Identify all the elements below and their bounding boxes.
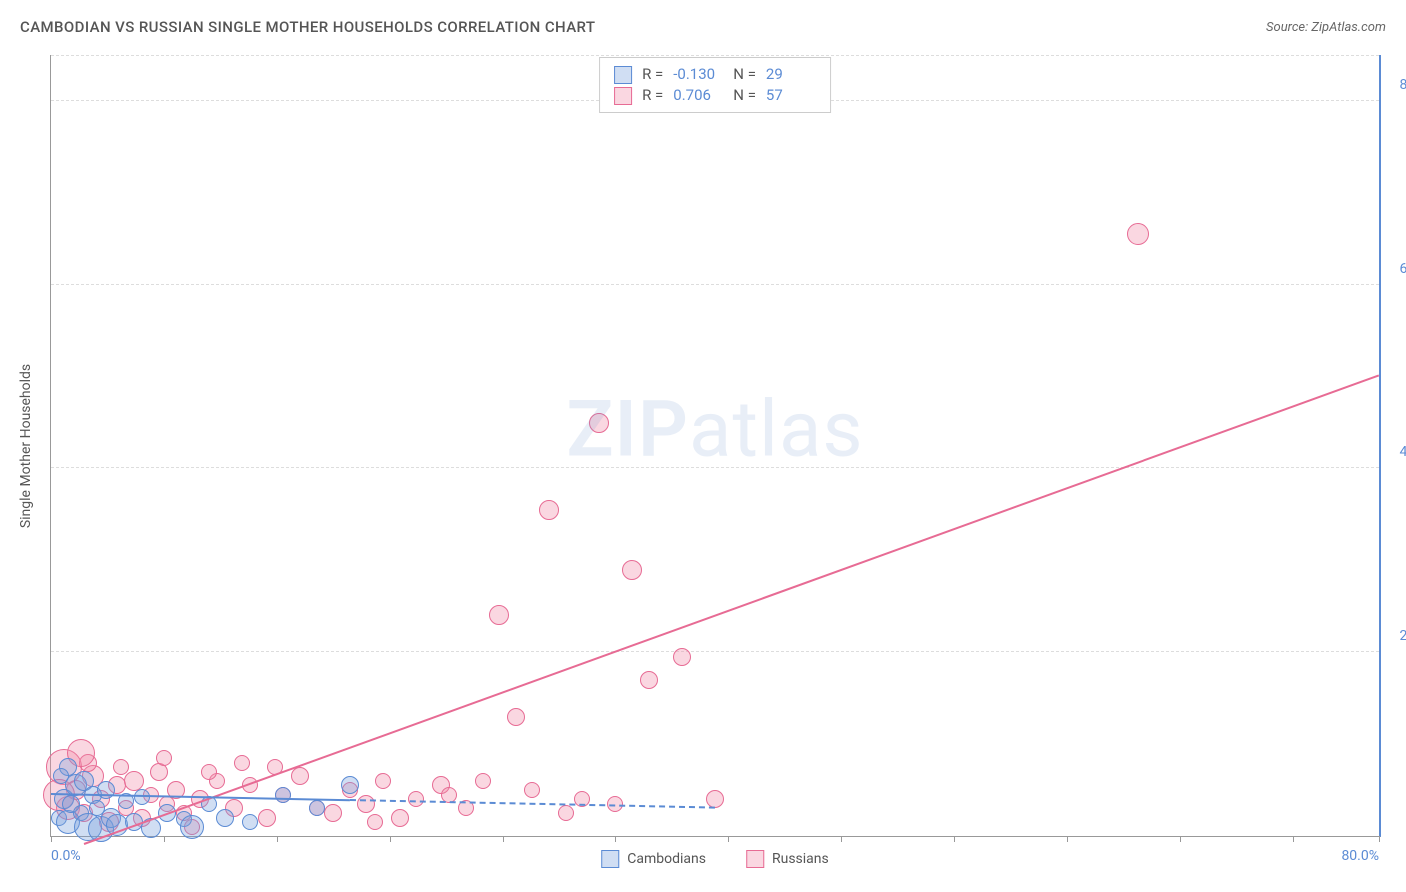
r-value-cambodians: -0.130 — [673, 64, 723, 85]
x-axis-legend: Cambodians Russians — [601, 850, 829, 868]
scatter-point-russians — [375, 773, 391, 789]
x-tick — [954, 836, 955, 842]
watermark: ZIPatlas — [566, 384, 863, 475]
scatter-point-russians — [113, 759, 129, 775]
scatter-point-russians — [324, 804, 342, 822]
x-tick — [277, 836, 278, 842]
scatter-point-cambodians — [341, 776, 359, 794]
scatter-point-russians — [124, 771, 144, 791]
x-tick-label: 80.0% — [1341, 848, 1379, 864]
x-tick — [1293, 836, 1294, 842]
scatter-point-cambodians — [275, 787, 291, 803]
xlegend-cambodians: Cambodians — [601, 850, 706, 868]
scatter-point-russians — [507, 708, 525, 726]
x-tick — [841, 836, 842, 842]
y-axis-label: Single Mother Households — [18, 364, 34, 528]
scatter-point-russians — [524, 782, 540, 798]
xlegend-swatch-cambodians — [601, 850, 619, 868]
n-value-cambodians: 29 — [766, 64, 816, 85]
scatter-point-cambodians — [134, 789, 150, 805]
y-tick-label: 80.0% — [1399, 77, 1406, 93]
scatter-point-russians — [475, 773, 491, 789]
scatter-point-russians — [622, 560, 642, 580]
x-tick — [1067, 836, 1068, 842]
x-tick — [615, 836, 616, 842]
x-tick — [728, 836, 729, 842]
legend-row-russians: R = 0.706 N = 57 — [614, 85, 816, 106]
y-tick-label: 20.0% — [1399, 628, 1406, 644]
chart-header: CAMBODIAN VS RUSSIAN SINGLE MOTHER HOUSE… — [20, 18, 1386, 36]
xlegend-swatch-russians — [746, 850, 764, 868]
scatter-point-russians — [1127, 223, 1149, 245]
n-value-russians: 57 — [766, 85, 816, 106]
x-tick — [390, 836, 391, 842]
legend-swatch-cambodians — [614, 66, 632, 84]
correlation-legend: R = -0.130 N = 29 R = 0.706 N = 57 — [599, 57, 831, 113]
scatter-point-cambodians — [309, 800, 325, 816]
x-tick — [1180, 836, 1181, 842]
scatter-point-russians — [234, 755, 250, 771]
gridline — [51, 467, 1379, 468]
r-value-russians: 0.706 — [673, 85, 723, 106]
scatter-point-russians — [291, 767, 309, 785]
chart-title: CAMBODIAN VS RUSSIAN SINGLE MOTHER HOUSE… — [20, 18, 595, 36]
gridline — [51, 284, 1379, 285]
scatter-point-russians — [258, 809, 276, 827]
legend-row-cambodians: R = -0.130 N = 29 — [614, 64, 816, 85]
scatter-point-russians — [589, 413, 609, 433]
scatter-point-cambodians — [180, 815, 204, 839]
scatter-point-cambodians — [216, 809, 234, 827]
gridline — [51, 651, 1379, 652]
legend-swatch-russians — [614, 87, 632, 105]
scatter-point-cambodians — [53, 768, 69, 784]
scatter-point-russians — [558, 805, 574, 821]
scatter-point-russians — [391, 809, 409, 827]
x-tick — [164, 836, 165, 842]
scatter-point-russians — [489, 605, 509, 625]
scatter-point-russians — [673, 648, 691, 666]
trend-line — [350, 799, 715, 809]
scatter-point-russians — [367, 814, 383, 830]
scatter-point-russians — [408, 791, 424, 807]
scatter-point-russians — [640, 671, 658, 689]
scatter-point-russians — [539, 500, 559, 520]
y-tick-label: 60.0% — [1399, 261, 1406, 277]
trend-line — [84, 375, 1379, 845]
chart-source: Source: ZipAtlas.com — [1266, 20, 1386, 35]
x-tick-label: 0.0% — [51, 848, 81, 864]
scatter-point-cambodians — [97, 781, 115, 799]
chart-plot-area: ZIPatlas R = -0.130 N = 29 R = 0.706 N =… — [50, 55, 1381, 837]
y-tick-label: 40.0% — [1399, 444, 1406, 460]
scatter-point-cambodians — [242, 814, 258, 830]
scatter-point-russians — [357, 795, 375, 813]
scatter-point-russians — [201, 764, 217, 780]
xlegend-russians: Russians — [746, 850, 829, 868]
scatter-point-russians — [156, 750, 172, 766]
x-tick — [51, 836, 52, 842]
x-tick — [1379, 836, 1380, 842]
x-tick — [503, 836, 504, 842]
